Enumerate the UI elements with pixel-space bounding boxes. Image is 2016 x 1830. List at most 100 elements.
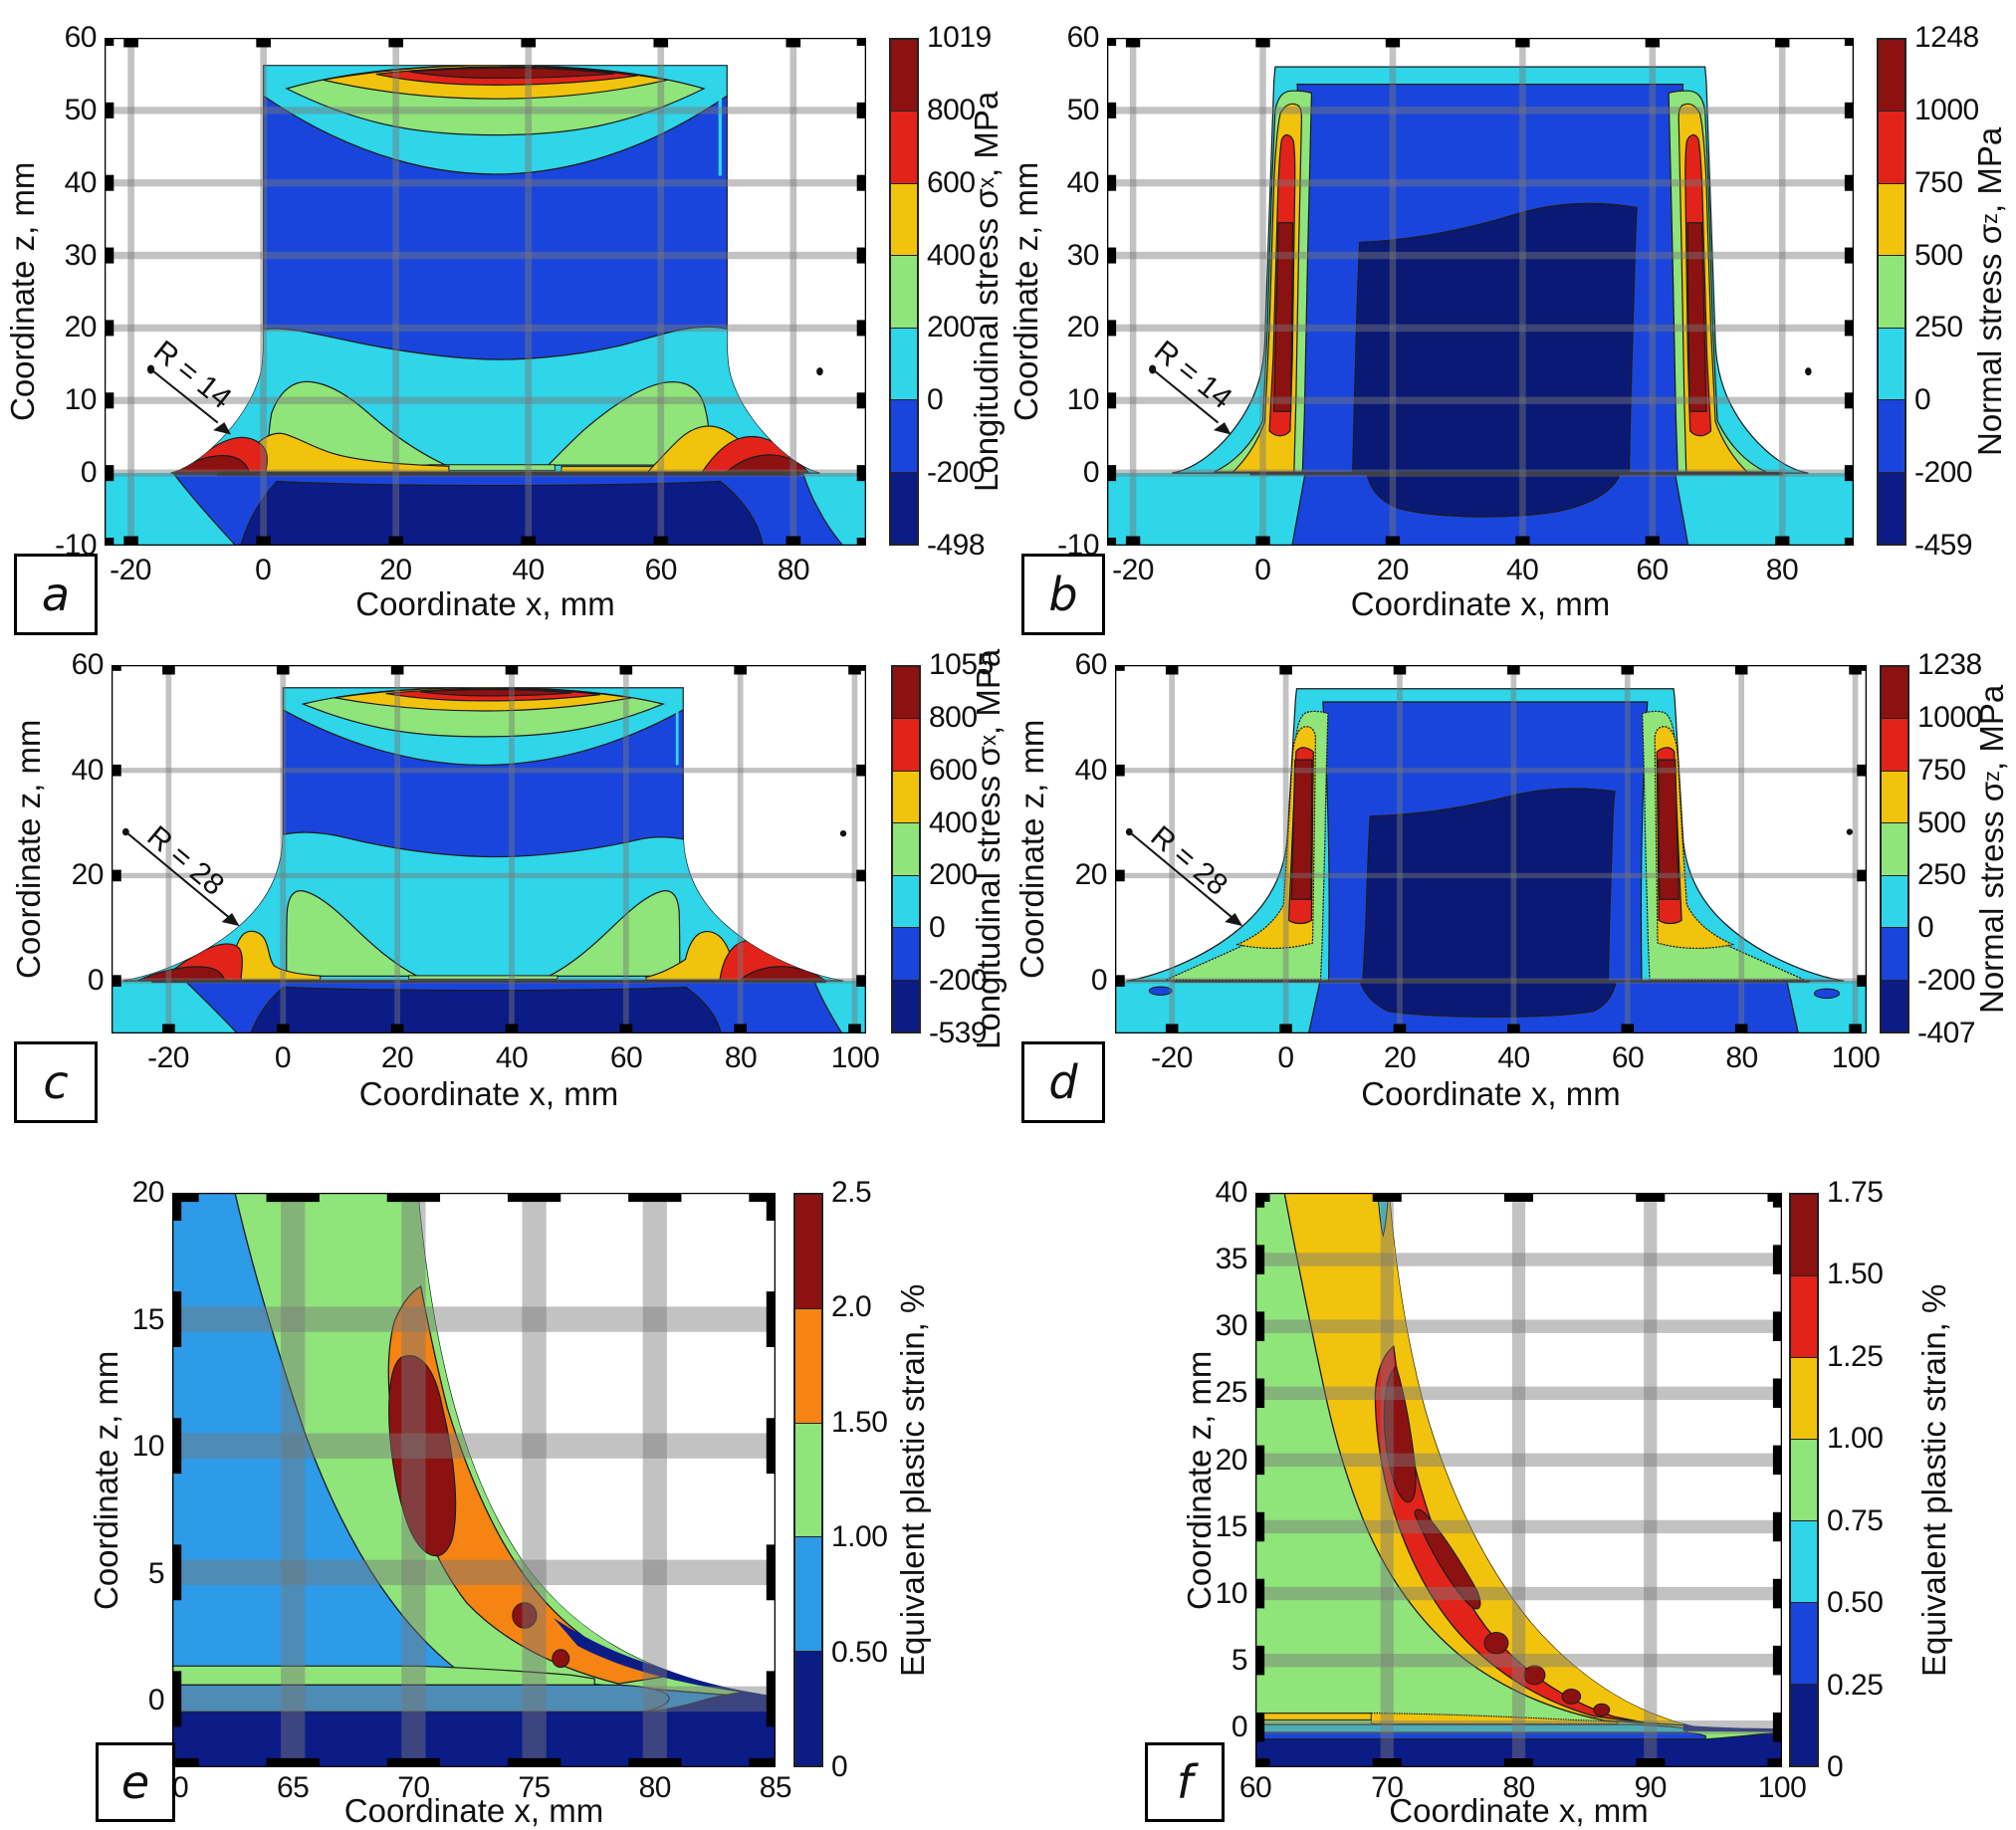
colorbar-labels-e: 2.5 2.0 1.50 1.00 0.50 0 (831, 1176, 888, 1783)
contour-regions-f (1255, 1193, 1782, 1767)
colorbar-segment (891, 111, 917, 183)
colorbar-segment (1791, 1439, 1817, 1520)
colorbar-segment (1882, 667, 1907, 719)
colorbar-c (891, 665, 921, 1033)
axis-ticks (172, 1193, 776, 1767)
radius-arrow (1126, 828, 1243, 927)
radius-arrow (147, 364, 232, 435)
x-axis-title-d: Coordinate x, mm (1361, 1075, 1621, 1112)
colorbar-segment (1791, 1275, 1817, 1357)
contour-plot-d (1115, 665, 1867, 1033)
reference-dot (816, 367, 823, 376)
colorbar-segment (1882, 822, 1907, 875)
colorbar-title-f: Equivalent plastic strain, % (1915, 1283, 1952, 1677)
colorbar-labels-c: 1055 800 600 400 200 0 -200 -539 (929, 648, 994, 1049)
x-tick-labels-b: -20 0 20 40 60 80 (1112, 554, 1799, 586)
colorbar-e (793, 1193, 823, 1767)
colorbar-segment (795, 1307, 821, 1423)
colorbar-segment (1879, 255, 1904, 328)
y-tick-labels-e: 20 15 10 5 0 (131, 1176, 165, 1716)
colorbar-segment (1882, 770, 1907, 823)
colorbar-labels-a: 1019 800 600 400 200 0 -200 -498 (927, 21, 992, 562)
x-tick-labels-a: -20 0 20 40 60 80 (110, 554, 810, 586)
colorbar-segment (893, 927, 919, 980)
colorbar-labels-b: 1248 1000 750 500 250 0 -200 -459 (1914, 21, 1979, 562)
colorbar-f (1789, 1193, 1819, 1767)
colorbar-segment (893, 718, 919, 771)
gridlines (172, 1193, 776, 1767)
colorbar-segment (891, 399, 917, 472)
colorbar-a (889, 38, 919, 546)
colorbar-segment (1791, 1602, 1817, 1684)
colorbar-segment (1882, 979, 1907, 1031)
colorbar-b (1877, 38, 1906, 546)
gridlines (112, 665, 866, 1033)
colorbar-labels-d: 1238 1000 750 500 250 0 -200 -407 (1917, 648, 1982, 1049)
contour-plot-c (112, 665, 866, 1033)
colorbar-title-e: Equivalent plastic strain, % (894, 1283, 931, 1677)
y-tick-labels-f: 40 35 30 25 20 15 10 5 0 (1215, 1176, 1248, 1743)
colorbar-segment (1791, 1520, 1817, 1602)
colorbar-segment (1882, 718, 1907, 771)
colorbar-segment (891, 471, 917, 544)
y-tick-labels-d: 60 40 20 0 (1074, 648, 1108, 997)
contour-plot-b (1107, 38, 1854, 546)
y-axis-title-f: Coordinate z, mm (1181, 1350, 1218, 1610)
colorbar-segment (1879, 182, 1904, 256)
colorbar-labels-f: 1.75 1.50 1.25 1.00 0.75 0.50 0.25 0 (1827, 1176, 1884, 1783)
colorbar-segment (1879, 327, 1904, 400)
panel-letter-c: c (14, 1041, 98, 1123)
colorbar-segment (1791, 1195, 1817, 1275)
radius-arrow (122, 828, 240, 927)
contour-regions-b (1107, 38, 1854, 546)
x-tick-labels-f: 60 70 80 90 100 (1238, 1771, 1807, 1804)
colorbar-segment (1879, 40, 1904, 112)
panel-letter-b: b (1021, 554, 1105, 635)
colorbar-segment (1791, 1357, 1817, 1439)
colorbar-segment (891, 40, 917, 112)
colorbar-segment (891, 327, 917, 400)
contour-plot-f (1255, 1193, 1782, 1767)
colorbar-segment (893, 822, 919, 875)
x-axis-title-f: Coordinate x, mm (1389, 1792, 1649, 1829)
colorbar-segment (1882, 927, 1907, 980)
contour-regions-e (172, 1193, 776, 1767)
radius-arrow (1149, 364, 1232, 435)
reference-dot (839, 829, 847, 837)
y-axis-title-b: Coordinate z, mm (1008, 161, 1044, 422)
colorbar-segment (893, 874, 919, 928)
colorbar-segment (795, 1422, 821, 1537)
reference-dot (1805, 367, 1812, 376)
colorbar-segment (891, 255, 917, 328)
gridlines (105, 38, 866, 546)
panel-letter-a: a (14, 554, 98, 635)
gridlines (1115, 665, 1867, 1033)
contour-regions-a (105, 38, 866, 546)
axis-ticks (1115, 665, 1867, 1033)
panel-letter-d: d (1021, 1041, 1105, 1123)
x-axis-title-c: Coordinate x, mm (358, 1075, 619, 1112)
colorbar-d (1880, 665, 1909, 1033)
contour-plot-a (105, 38, 866, 546)
colorbar-segment (1879, 399, 1904, 472)
contour-regions-c (112, 665, 866, 1033)
colorbar-segment (1791, 1684, 1817, 1765)
x-axis-title-b: Coordinate x, mm (1350, 585, 1611, 622)
axis-ticks (1255, 1193, 1782, 1767)
colorbar-segment (1879, 471, 1904, 544)
colorbar-segment (795, 1651, 821, 1765)
axis-ticks (105, 38, 866, 546)
axis-ticks (112, 665, 866, 1033)
axis-ticks (1107, 38, 1854, 546)
contour-plot-e (172, 1193, 776, 1767)
colorbar-segment (1882, 874, 1907, 928)
y-tick-labels-c: 60 40 20 0 (71, 648, 105, 997)
y-axis-title-e: Coordinate z, mm (88, 1350, 124, 1610)
colorbar-segment (795, 1536, 821, 1652)
colorbar-segment (893, 667, 919, 719)
x-tick-labels-d: -20 0 20 40 60 80 100 (1151, 1041, 1881, 1074)
